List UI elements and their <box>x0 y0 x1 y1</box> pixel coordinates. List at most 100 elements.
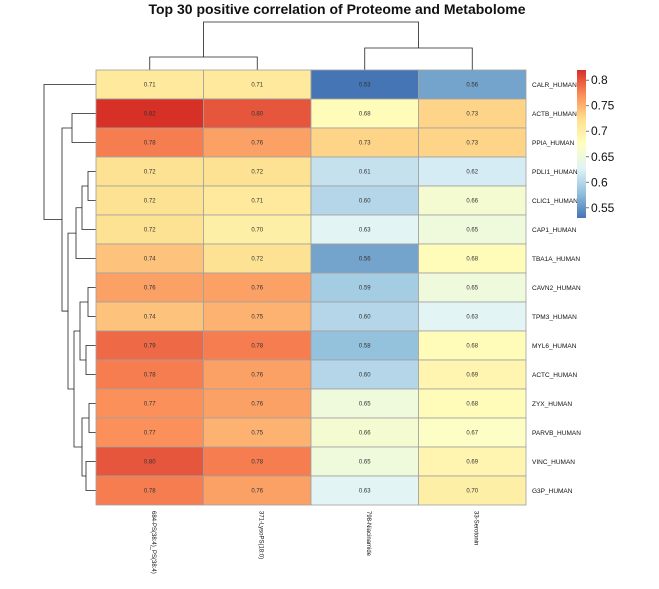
legend-tick-label: 0.75 <box>591 99 615 113</box>
cell-value-label: 0.65 <box>466 228 478 234</box>
cell-value-label: 0.78 <box>144 373 156 379</box>
row-dendro-link <box>85 461 96 491</box>
heatmap-cell <box>418 98 527 129</box>
cell-value-label: 0.65 <box>466 286 478 292</box>
cell-value-label: 0.56 <box>359 257 371 263</box>
cell-value-label: 0.61 <box>359 170 371 176</box>
cell-value-label: 0.66 <box>359 431 371 437</box>
heatmap-cell <box>95 243 204 274</box>
heatmap-cell <box>418 301 527 332</box>
row-dendro-link <box>67 232 76 390</box>
heatmap-cell <box>310 185 419 216</box>
row-label: MYL6_HUMAN <box>532 343 577 350</box>
cell-value-label: 0.60 <box>359 315 371 321</box>
cell-value-label: 0.80 <box>144 460 156 466</box>
cell-value-label: 0.74 <box>144 257 156 263</box>
cell-value-label: 0.78 <box>144 489 156 495</box>
cell-value-label: 0.73 <box>359 141 371 147</box>
heatmap-cell <box>95 475 204 506</box>
cell-value-label: 0.76 <box>251 373 263 379</box>
cell-value-label: 0.72 <box>144 199 156 205</box>
heatmap-cell <box>95 446 204 477</box>
row-labels: CALR_HUMAN ACTB_HUMAN PPIA_HUMAN PDLI1_HUMA… <box>532 82 581 495</box>
heatmap-cell <box>203 330 312 361</box>
heatmap-cell <box>418 69 527 100</box>
row-label: CLIC1_HUMAN <box>532 198 578 205</box>
heatmap-cell <box>95 301 204 332</box>
cell-value-label: 0.82 <box>144 112 156 118</box>
cell-value-label: 0.53 <box>359 83 371 89</box>
legend-tick-label: 0.8 <box>591 73 608 87</box>
legend-tick-label: 0.6 <box>591 175 608 189</box>
column-labels: 684-PS(38:4)_PS(38:4) 371-LysoPS(18:0) 798… <box>150 511 479 574</box>
cell-value-label: 0.63 <box>359 489 371 495</box>
heatmap-cell <box>95 156 204 187</box>
cell-value-label: 0.69 <box>466 460 478 466</box>
row-dendro-link <box>79 301 88 361</box>
heatmap-cell <box>418 388 527 419</box>
cell-value-label: 0.68 <box>359 112 371 118</box>
cell-value-label: 0.56 <box>466 83 478 89</box>
cell-value-label: 0.71 <box>251 199 263 205</box>
cell-value-label: 0.78 <box>251 344 263 350</box>
heatmap-cell <box>418 127 527 158</box>
column-label: 684-PS(38:4)_PS(38:4) <box>150 511 156 574</box>
cell-value-label: 0.72 <box>144 170 156 176</box>
cell-value-label: 0.76 <box>251 286 263 292</box>
heatmap-cell <box>418 272 527 303</box>
heatmap-cell <box>203 475 312 506</box>
heatmap-cell <box>203 156 312 187</box>
row-dendro-link <box>43 84 96 220</box>
cell-value-label: 0.58 <box>359 344 371 350</box>
cell-value-label: 0.70 <box>466 489 478 495</box>
cell-value-label: 0.72 <box>144 228 156 234</box>
row-dendrogram <box>43 84 96 491</box>
cell-value-label: 0.63 <box>359 228 371 234</box>
cell-value-label: 0.74 <box>144 315 156 321</box>
row-dendro-link <box>85 345 96 375</box>
heatmap-cell <box>310 272 419 303</box>
heatmap-cells: 0.71 0.71 0.53 0.56 0.82 0.80 0.68 0.73 0.78 0.76… <box>95 69 527 506</box>
row-dendro-link <box>87 171 96 201</box>
column-label: 371-LysoPS(18:0) <box>257 511 263 559</box>
row-label: ACTB_HUMAN <box>532 111 577 118</box>
row-dendro-link <box>81 185 96 230</box>
cell-value-label: 0.66 <box>466 199 478 205</box>
cell-value-label: 0.76 <box>251 402 263 408</box>
row-dendro-link <box>81 417 89 477</box>
column-dendro-link <box>364 47 473 70</box>
cell-value-label: 0.75 <box>251 431 263 437</box>
column-dendro-link <box>149 56 258 70</box>
heatmap-cell <box>418 446 527 477</box>
row-dendro-link <box>75 207 96 259</box>
cell-value-label: 0.73 <box>466 141 478 147</box>
row-label: G3P_HUMAN <box>532 488 573 495</box>
cell-value-label: 0.75 <box>251 315 263 321</box>
cell-value-label: 0.68 <box>466 402 478 408</box>
heatmap-cell <box>203 301 312 332</box>
row-label: CALR_HUMAN <box>532 82 577 89</box>
cell-value-label: 0.69 <box>466 373 478 379</box>
heatmap-cell <box>95 127 204 158</box>
cell-value-label: 0.77 <box>144 402 156 408</box>
heatmap-cell <box>95 272 204 303</box>
cell-value-label: 0.65 <box>359 402 371 408</box>
cell-value-label: 0.77 <box>144 431 156 437</box>
cell-value-label: 0.59 <box>359 286 371 292</box>
column-dendro-link <box>203 21 419 57</box>
heatmap-cell <box>418 243 527 274</box>
cell-value-label: 0.78 <box>251 460 263 466</box>
row-dendro-link <box>61 127 72 312</box>
cell-value-label: 0.76 <box>251 141 263 147</box>
color-legend: 0.8 0.75 0.7 0.65 0.6 0.55 <box>577 70 615 218</box>
row-dendro-link <box>87 287 96 317</box>
heatmap-cell <box>310 475 419 506</box>
legend-tick-label: 0.65 <box>591 150 615 164</box>
row-label: TPM3_HUMAN <box>532 314 577 321</box>
column-label: 33-Serotonin <box>472 511 478 545</box>
heatmap-cell <box>418 214 527 245</box>
heatmap-cell <box>310 156 419 187</box>
cell-value-label: 0.60 <box>359 373 371 379</box>
